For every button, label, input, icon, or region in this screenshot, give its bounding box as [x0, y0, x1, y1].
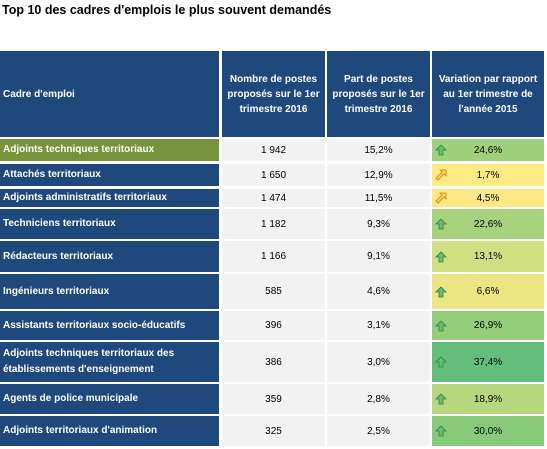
header-nombre: Nombre de postes proposés sur le 1er tri…	[222, 51, 325, 137]
part-cell: 3,1%	[327, 311, 430, 340]
variation-cell: 4,5%	[432, 189, 544, 207]
table-row: Adjoints techniques territoriaux des éta…	[0, 342, 547, 382]
nombre-cell: 1 474	[222, 189, 325, 207]
table-row: Assistants territoriaux socio-éducatifs 3…	[0, 311, 547, 340]
nombre-cell: 585	[222, 274, 325, 309]
variation-value: 4,5%	[476, 192, 500, 204]
arrow-up-icon	[435, 285, 447, 298]
arrow-up-icon	[435, 356, 447, 368]
table-row: Ingénieurs territoriaux 585 4,6% 6,6%	[0, 274, 547, 309]
part-cell: 2,8%	[327, 384, 430, 414]
arrow-up-icon	[435, 425, 447, 437]
variation-value: 26,9%	[473, 320, 503, 331]
table-row: Rédacteurs territoriaux 1 166 9,1% 13,1%	[0, 241, 547, 272]
nombre-cell: 1 166	[222, 241, 325, 272]
variation-cell: 6,6%	[432, 274, 544, 309]
variation-value: 13,1%	[473, 251, 503, 262]
cadre-cell: Adjoints techniques territoriaux	[0, 139, 219, 161]
variation-cell: 13,1%	[432, 241, 544, 272]
variation-value: 18,9%	[473, 393, 503, 405]
part-cell: 2,5%	[327, 416, 430, 446]
variation-cell: 18,9%	[432, 384, 544, 414]
variation-value: 22,6%	[473, 218, 503, 230]
arrow-up-right-icon	[435, 169, 447, 181]
arrow-up-right-icon	[435, 192, 447, 204]
cadre-cell: Ingénieurs territoriaux	[0, 274, 219, 309]
arrow-up-icon	[435, 250, 447, 263]
part-cell: 15,2%	[327, 139, 430, 161]
cadre-cell: Techniciens territoriaux	[0, 209, 219, 239]
arrow-up-icon	[435, 393, 447, 405]
variation-cell: 22,6%	[432, 209, 544, 239]
part-cell: 11,5%	[327, 189, 430, 207]
table-row: Techniciens territoriaux 1 182 9,3% 22,6%	[0, 209, 547, 239]
cadre-cell: Adjoints administratifs territoriaux	[0, 189, 219, 207]
header-part: Part de postes proposés sur le 1er trime…	[327, 51, 430, 137]
part-cell: 12,9%	[327, 164, 430, 186]
table-row: Attachés territoriaux 1 650 12,9% 1,7%	[0, 164, 547, 186]
variation-cell: 30,0%	[432, 416, 544, 446]
nombre-cell: 1 942	[222, 139, 325, 161]
cadre-cell: Agents de police municipale	[0, 384, 219, 414]
nombre-cell: 396	[222, 311, 325, 340]
table-row: Adjoints techniques territoriaux 1 942 15,…	[0, 139, 547, 161]
arrow-up-icon	[435, 319, 447, 332]
arrow-up-icon	[435, 144, 447, 156]
cadre-cell: Attachés territoriaux	[0, 164, 219, 186]
variation-value: 1,7%	[476, 169, 500, 181]
cadre-cell: Adjoints territoriaux d'animation	[0, 416, 219, 446]
part-cell: 3,0%	[327, 342, 430, 382]
nombre-cell: 1 182	[222, 209, 325, 239]
variation-value: 30,0%	[473, 425, 503, 437]
variation-value: 6,6%	[476, 286, 500, 297]
cadre-cell: Adjoints techniques territoriaux des éta…	[0, 342, 219, 382]
page-title: Top 10 des cadres d'emplois le plus souv…	[2, 3, 332, 17]
nombre-cell: 1 650	[222, 164, 325, 186]
variation-value: 24,6%	[473, 144, 503, 156]
table-row: Adjoints territoriaux d'animation 325 2,5%…	[0, 416, 547, 446]
cadre-cell: Assistants territoriaux socio-éducatifs	[0, 311, 219, 340]
table-row: Adjoints administratifs territoriaux 1 47…	[0, 189, 547, 207]
header-variation: Variation par rapport au 1er trimestre d…	[432, 51, 544, 137]
nombre-cell: 325	[222, 416, 325, 446]
variation-cell: 26,9%	[432, 311, 544, 340]
variation-cell: 37,4%	[432, 342, 544, 382]
variation-cell: 24,6%	[432, 139, 544, 161]
part-cell: 9,1%	[327, 241, 430, 272]
variation-cell: 1,7%	[432, 164, 544, 186]
nombre-cell: 359	[222, 384, 325, 414]
arrow-up-icon	[435, 218, 447, 230]
nombre-cell: 386	[222, 342, 325, 382]
part-cell: 4,6%	[327, 274, 430, 309]
cadre-cell: Rédacteurs territoriaux	[0, 241, 219, 272]
table-row: Agents de police municipale 359 2,8% 18,9%	[0, 384, 547, 414]
part-cell: 9,3%	[327, 209, 430, 239]
variation-value: 37,4%	[473, 356, 503, 368]
header-cadre: Cadre d'emploi	[0, 51, 219, 137]
